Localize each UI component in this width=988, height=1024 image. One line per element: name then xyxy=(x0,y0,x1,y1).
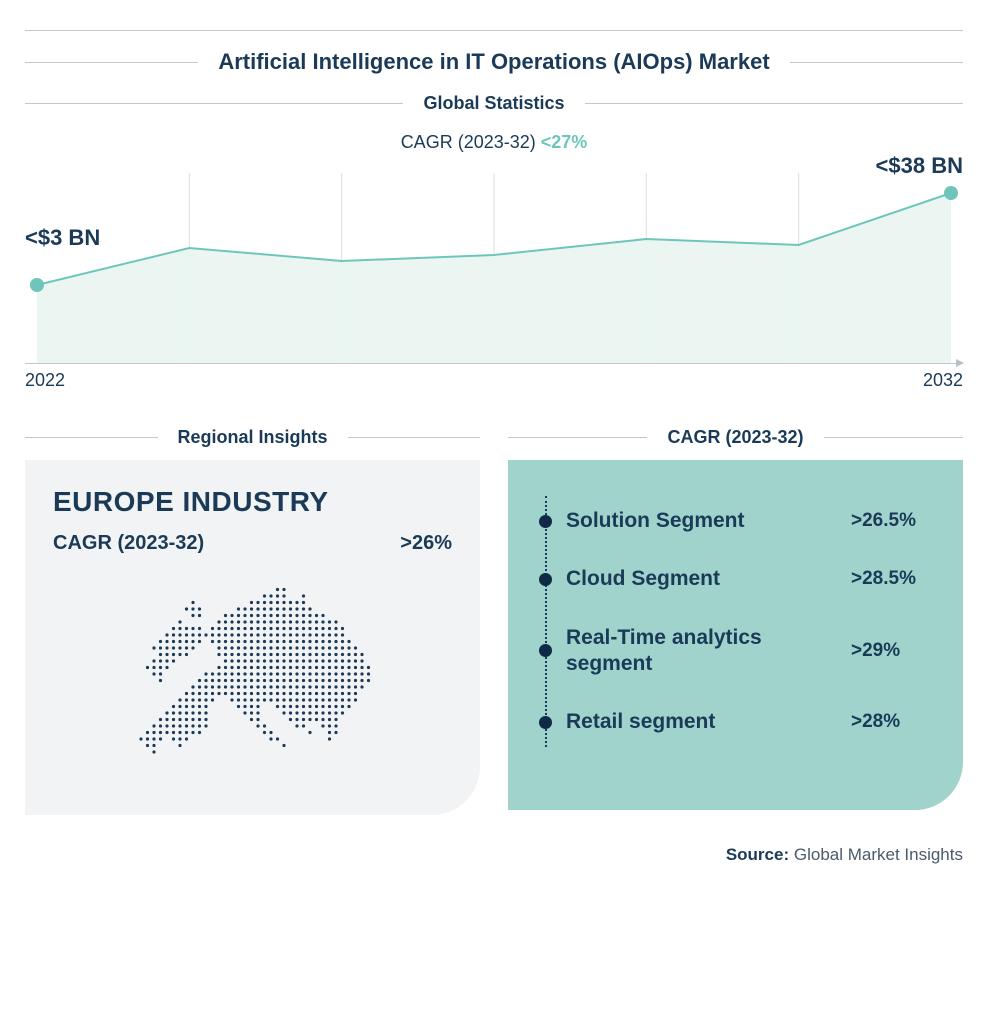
global-cagr-line: CAGR (2023-32) <27% xyxy=(25,132,963,153)
regional-panel: EUROPE INDUSTRY CAGR (2023-32) >26% xyxy=(25,460,480,815)
regional-heading-row: Regional Insights xyxy=(25,427,480,448)
chart-end-callout: <$38 BN xyxy=(876,153,963,179)
heading-line-left xyxy=(25,62,198,63)
bullet-icon xyxy=(539,644,552,657)
segments-heading: CAGR (2023-32) xyxy=(647,427,823,448)
segment-item: Cloud Segment >28.5% xyxy=(566,550,935,608)
segments-vline xyxy=(545,496,547,747)
global-cagr-value: <27% xyxy=(541,132,588,152)
segment-name: Solution Segment xyxy=(566,508,831,534)
segment-item: Solution Segment >26.5% xyxy=(566,492,935,550)
europe-map xyxy=(53,573,452,783)
segment-item: Retail segment >28% xyxy=(566,693,935,751)
segments-list: Solution Segment >26.5% Cloud Segment >28.5… xyxy=(536,492,935,751)
segment-item: Real-Time analytics segment >29% xyxy=(566,609,935,694)
x-axis xyxy=(25,363,963,364)
source-label: Source: xyxy=(726,845,789,864)
segment-value: >28.5% xyxy=(851,568,935,590)
bullet-icon xyxy=(539,515,552,528)
europe-sub-label: CAGR (2023-32) xyxy=(53,532,204,555)
x-start-label: 2022 xyxy=(25,370,65,391)
area-chart-svg xyxy=(25,163,963,363)
chart-start-callout: <$3 BN xyxy=(25,225,100,251)
heading-line-right xyxy=(790,62,963,63)
heading-line-left xyxy=(25,103,403,104)
segment-name: Real-Time analytics segment xyxy=(566,625,831,678)
europe-sub-row: CAGR (2023-32) >26% xyxy=(53,532,452,555)
bullet-icon xyxy=(539,716,552,729)
segment-name: Retail segment xyxy=(566,709,831,735)
segment-value: >29% xyxy=(851,640,935,662)
europe-sub-value: >26% xyxy=(400,532,452,555)
global-cagr-label: CAGR (2023-32) xyxy=(401,132,536,152)
market-growth-chart: <$3 BN <$38 BN 2022 2032 xyxy=(25,163,963,403)
segments-panel: Solution Segment >26.5% Cloud Segment >28.5… xyxy=(508,460,963,810)
heading-line-left xyxy=(508,437,647,438)
axis-arrow-icon xyxy=(956,359,964,367)
x-end-label: 2032 xyxy=(923,370,963,391)
segment-value: >28% xyxy=(851,711,935,733)
heading-line-left xyxy=(25,437,158,438)
heading-line-right xyxy=(348,437,481,438)
x-axis-labels: 2022 2032 xyxy=(25,370,963,391)
europe-map-icon xyxy=(118,573,388,783)
europe-title: EUROPE INDUSTRY xyxy=(53,486,452,518)
source-name: Global Market Insights xyxy=(794,845,963,864)
segments-heading-row: CAGR (2023-32) xyxy=(508,427,963,448)
segment-name: Cloud Segment xyxy=(566,566,831,592)
global-heading: Global Statistics xyxy=(403,93,584,114)
main-title: Artificial Intelligence in IT Operations… xyxy=(198,49,789,75)
segment-value: >26.5% xyxy=(851,510,935,532)
main-heading-row: Artificial Intelligence in IT Operations… xyxy=(25,49,963,75)
top-rule xyxy=(25,30,963,31)
bullet-icon xyxy=(539,573,552,586)
regional-heading: Regional Insights xyxy=(158,427,348,448)
source-line: Source: Global Market Insights xyxy=(25,845,963,865)
global-heading-row: Global Statistics xyxy=(25,93,963,114)
heading-line-right xyxy=(585,103,963,104)
heading-line-right xyxy=(824,437,963,438)
